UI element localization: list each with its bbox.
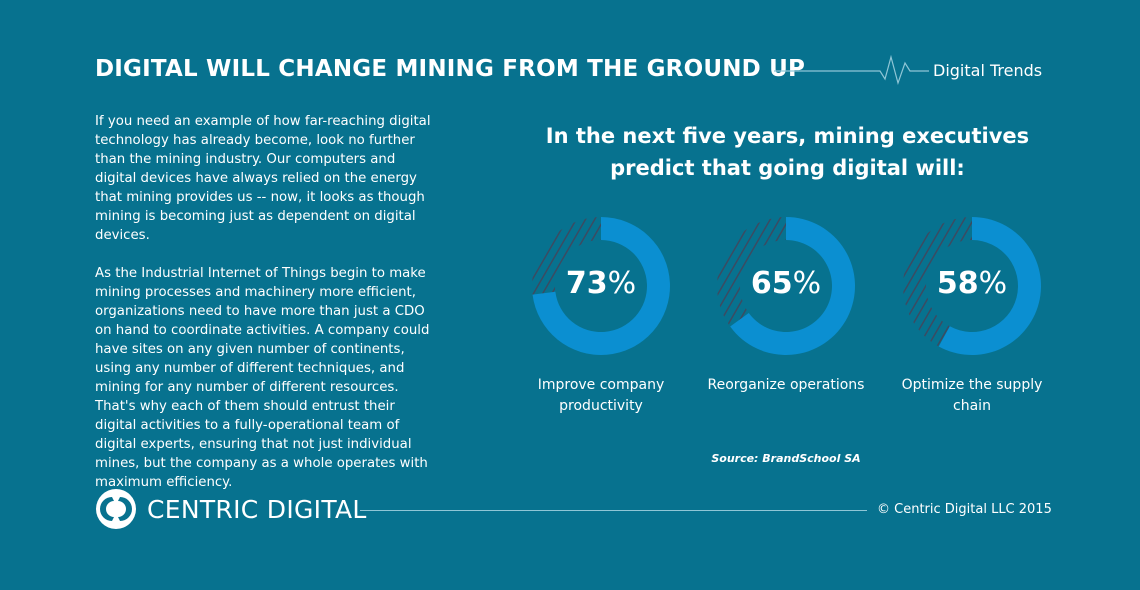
centric-logo-icon [96, 489, 136, 529]
donut-segment [532, 217, 670, 355]
category-label: Reorganize operations [707, 377, 865, 393]
section-tag: Digital Trends [933, 61, 1043, 80]
chart-title: In the next five years, mining executive… [545, 124, 1030, 180]
value-label: 73% [531, 266, 671, 301]
paragraph: If you need an example of how far-reachi… [95, 114, 431, 243]
donut-segment [938, 217, 1041, 355]
body-text: If you need an example of how far-reachi… [95, 112, 440, 511]
category-label: Optimize the supply chain [901, 377, 1043, 414]
value-unit: % [978, 266, 1008, 301]
logo-text: CENTRIC DIGITAL [147, 494, 367, 524]
logo: CENTRIC DIGITAL [95, 488, 367, 530]
donut-segment [730, 217, 855, 355]
page-title: DIGITAL WILL CHANGE MINING FROM THE GROU… [95, 56, 806, 82]
donut-remainder [716, 217, 786, 327]
donut-remainder [903, 217, 972, 347]
value-unit: % [792, 266, 822, 301]
source-note: Source: BrandSchool SA [711, 452, 861, 465]
pulse-line-icon [774, 54, 929, 86]
value-number: 58 [936, 266, 979, 301]
paragraph: As the Industrial Internet of Things beg… [95, 266, 430, 490]
donut-remainder [532, 217, 601, 295]
value-label: 65% [716, 266, 856, 301]
category-label: Improve company productivity [537, 377, 665, 414]
value-number: 65 [750, 266, 793, 301]
value-unit: % [607, 266, 637, 301]
value-number: 73 [565, 266, 608, 301]
divider [360, 510, 867, 511]
copyright: © Centric Digital LLC 2015 [877, 502, 1052, 517]
value-label: 58% [902, 266, 1042, 301]
